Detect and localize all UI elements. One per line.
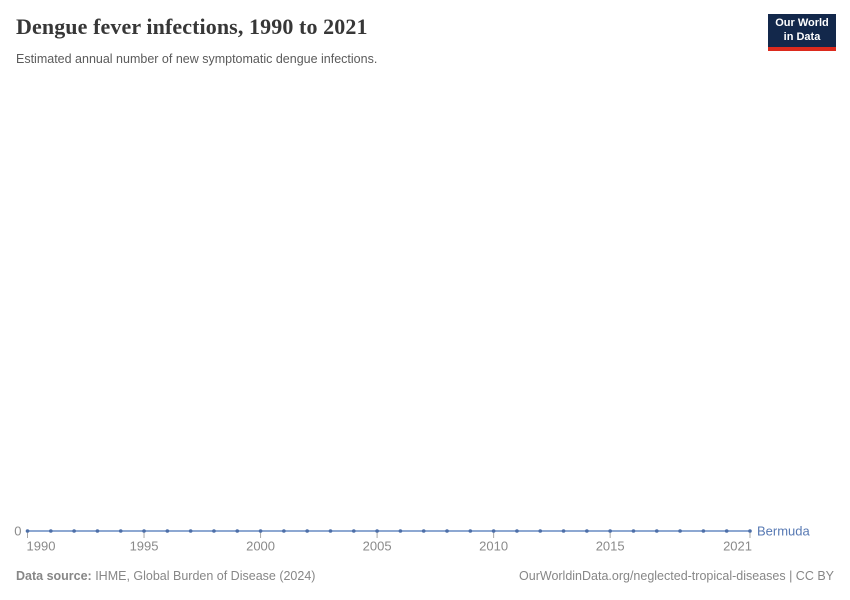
owid-logo-line1: Our World: [775, 17, 829, 30]
data-point-2001[interactable]: [282, 529, 286, 533]
data-point-2006[interactable]: [398, 529, 403, 533]
data-point-2016[interactable]: [631, 529, 636, 533]
data-point-2005[interactable]: [375, 529, 379, 533]
data-point-1992[interactable]: [72, 529, 76, 533]
data-point-2011[interactable]: [515, 529, 519, 533]
data-point-1997[interactable]: [188, 529, 193, 533]
data-point-1991[interactable]: [49, 529, 53, 533]
x-axis-label-2005: 2005: [363, 539, 392, 554]
data-point-2004[interactable]: [351, 529, 356, 533]
owid-logo[interactable]: Our World in Data: [768, 14, 836, 51]
data-point-2007[interactable]: [421, 529, 426, 533]
data-point-2013[interactable]: [561, 529, 566, 533]
data-point-2000[interactable]: [258, 529, 263, 533]
data-point-2018[interactable]: [678, 529, 682, 533]
page-title: Dengue fever infections, 1990 to 2021: [16, 14, 368, 39]
data-point-2014[interactable]: [585, 529, 589, 533]
credit-link[interactable]: OurWorldinData.org/neglected-tropical-di…: [519, 569, 834, 583]
data-point-2002[interactable]: [305, 529, 309, 533]
data-point-1999[interactable]: [235, 529, 240, 533]
x-axis-label-1995: 1995: [130, 539, 159, 554]
x-axis-label-2000: 2000: [246, 539, 275, 554]
data-point-2021[interactable]: [748, 529, 752, 533]
data-point-2010[interactable]: [491, 529, 496, 533]
data-point-1990[interactable]: [25, 529, 30, 533]
data-source-label: Data source:: [16, 569, 92, 583]
data-point-2003[interactable]: [328, 529, 333, 533]
data-point-2012[interactable]: [538, 529, 543, 533]
data-point-2008[interactable]: [445, 529, 449, 533]
chart-footer: Data source: IHME, Global Burden of Dise…: [16, 569, 834, 583]
data-point-2020[interactable]: [724, 529, 729, 533]
line-chart: 0 1990 1995 2000 2005 2010 2015 2021 Bermuda: [14, 524, 811, 554]
x-axis-label-2015: 2015: [596, 539, 625, 554]
data-point-2017[interactable]: [654, 529, 659, 533]
data-point-1995[interactable]: [142, 529, 146, 533]
data-point-1996[interactable]: [165, 529, 170, 533]
x-axis-label-2021: 2021: [723, 539, 752, 554]
data-point-2015[interactable]: [608, 529, 612, 533]
chart-subtitle: Estimated annual number of new symptomat…: [16, 52, 378, 66]
data-source[interactable]: Data source: IHME, Global Burden of Dise…: [16, 569, 315, 583]
data-point-1993[interactable]: [95, 529, 100, 533]
x-axis-label-2010: 2010: [479, 539, 508, 554]
x-axis-label-1990: 1990: [27, 539, 56, 554]
data-source-text: IHME, Global Burden of Disease (2024): [91, 569, 316, 583]
data-point-2019[interactable]: [701, 529, 706, 533]
y-axis-label-zero: 0: [14, 524, 21, 539]
data-point-2009[interactable]: [468, 529, 473, 533]
series-end-label[interactable]: Bermuda: [757, 524, 811, 539]
data-point-1998[interactable]: [212, 529, 216, 533]
data-point-1994[interactable]: [118, 529, 123, 533]
owid-logo-line2: in Data: [783, 30, 821, 43]
